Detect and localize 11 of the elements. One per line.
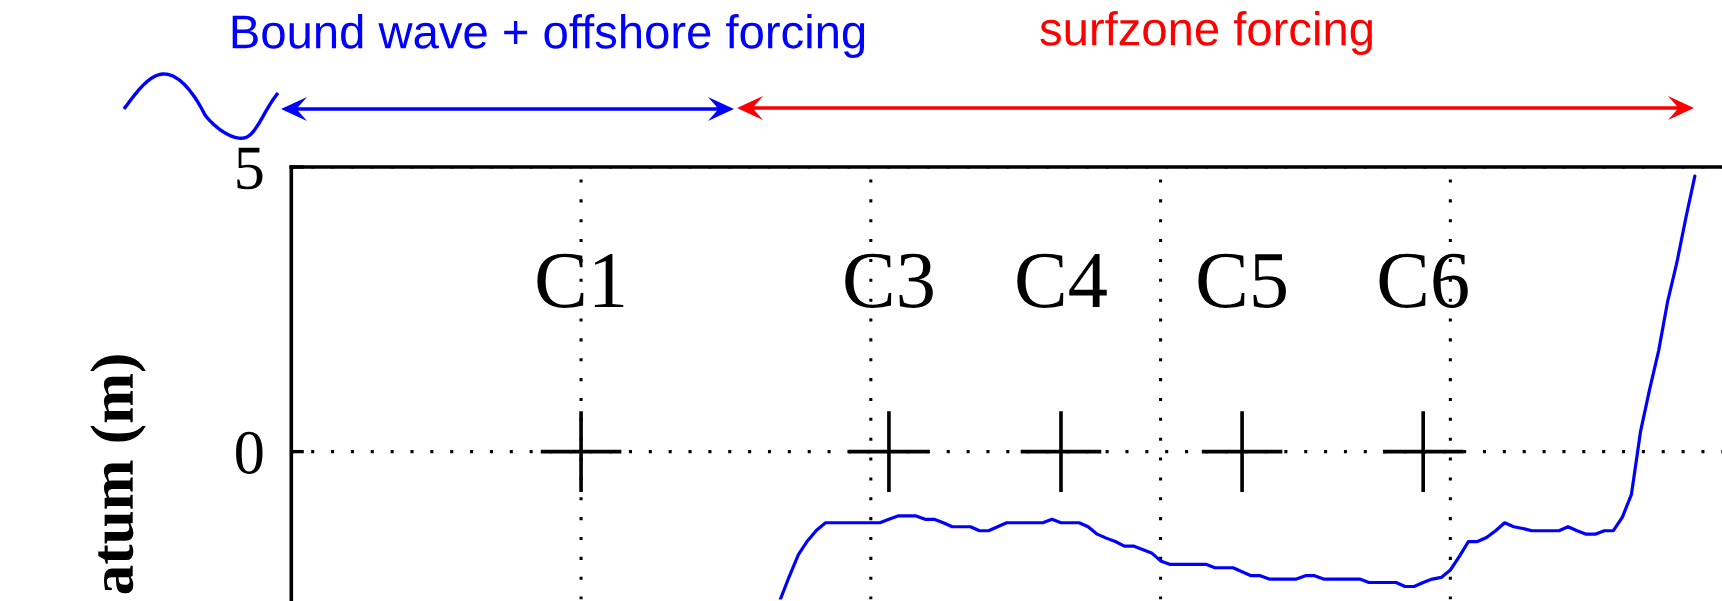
y-tick-label: 0 xyxy=(236,431,263,474)
line-series xyxy=(778,174,1697,600)
text: surfzone forcing xyxy=(1040,10,1372,56)
y-axis-title: atum (m) xyxy=(90,355,146,594)
y-tick-label: 5 xyxy=(237,147,263,190)
series-label: C4 xyxy=(1017,253,1107,308)
series-label: C5 xyxy=(1198,253,1286,308)
series-label: C1 xyxy=(537,253,624,308)
series-label: C3 xyxy=(845,253,933,308)
text: Bound wave + offshore forcing xyxy=(232,13,865,59)
series-label: C6 xyxy=(1379,253,1468,308)
